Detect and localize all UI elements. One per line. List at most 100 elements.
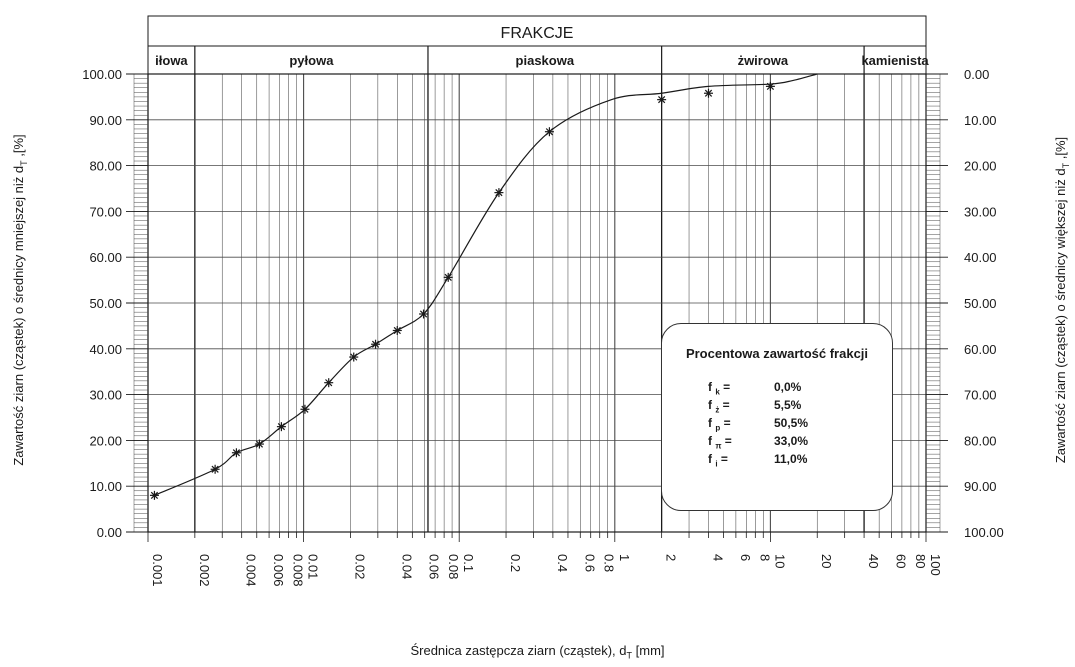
- y-tick-label-left: 70.00: [89, 204, 122, 219]
- data-point-marker: [371, 339, 381, 349]
- y-tick-label-left: 10.00: [89, 479, 122, 494]
- x-tick-label: 0.004: [244, 554, 259, 587]
- marker-stroke: [371, 340, 380, 348]
- y-tick-label-left: 80.00: [89, 159, 122, 174]
- x-tick-label: 10: [772, 554, 787, 568]
- marker-stroke: [704, 89, 713, 97]
- y-tick-label-right: 50.00: [964, 296, 997, 311]
- marker-stroke: [658, 96, 666, 104]
- x-tick-label: 0.01: [306, 554, 321, 579]
- x-tick-label: 60: [893, 554, 908, 568]
- data-point-marker: [544, 127, 554, 137]
- y-tick-label-right: 70.00: [964, 388, 997, 403]
- x-axis: 0.001 0.002 0.004 0.006 0.008 0.01 0.02 0.04 0.0…: [147, 532, 943, 587]
- fraction-label: żwirowa: [738, 53, 789, 68]
- info-row-value: 0,0%: [774, 380, 802, 394]
- x-tick-label: 0.8: [602, 554, 617, 572]
- marker-stroke: [419, 310, 428, 318]
- marker-stroke: [301, 405, 309, 413]
- info-row-value: 11,0%: [774, 452, 808, 466]
- data-point-marker: [419, 309, 429, 319]
- fraction-content-box: Procentowa zawartość frakcji f k = 0,0% …: [661, 323, 893, 511]
- data-point-marker: [254, 439, 264, 449]
- marker-stroke: [255, 440, 264, 448]
- marker-stroke: [495, 188, 503, 197]
- data-point-marker: [210, 464, 220, 474]
- x-tick-label: 0.2: [508, 554, 523, 572]
- header-frame: [147, 15, 927, 75]
- marker-stroke: [350, 353, 358, 361]
- x-axis-label: Średnica zastępcza ziarn (cząstek), dT […: [410, 643, 665, 661]
- y-tick-label-right: 0.00: [964, 67, 989, 82]
- data-point-marker: [324, 378, 334, 388]
- marker-stroke: [766, 82, 775, 90]
- fraction-label: pyłowa: [289, 53, 334, 68]
- y-tick-label-left: 20.00: [89, 433, 122, 448]
- x-tick-label: 0.006: [271, 554, 286, 587]
- marker-stroke: [545, 128, 554, 136]
- data-point-marker: [765, 81, 775, 91]
- y-tick-label-left: 100.00: [82, 67, 122, 82]
- data-point-marker: [392, 325, 402, 335]
- x-tick-label: 80: [913, 554, 928, 568]
- data-point-marker: [276, 422, 286, 432]
- series-layer: [149, 73, 818, 500]
- y-tick-label-left: 90.00: [89, 113, 122, 128]
- data-point-marker: [703, 88, 713, 98]
- x-tick-label: 0.4: [555, 554, 570, 572]
- marker-stroke: [393, 326, 401, 335]
- marker-stroke: [277, 423, 286, 431]
- x-tick-label: 8: [757, 554, 772, 561]
- info-row-value: 5,5%: [774, 398, 802, 412]
- y-tick-label-right: 30.00: [964, 204, 997, 219]
- y-tick-label-right: 80.00: [964, 433, 997, 448]
- marker-stroke: [444, 273, 452, 281]
- x-tick-label: 0.001: [150, 554, 165, 587]
- marker-stroke: [232, 449, 241, 457]
- fraction-label: iłowa: [155, 53, 188, 68]
- x-tick-label: 0.04: [399, 554, 414, 579]
- y-tick-label-left: 30.00: [89, 388, 122, 403]
- x-tick-label: 0.002: [197, 554, 212, 587]
- y-tick-label-right: 90.00: [964, 479, 997, 494]
- data-point-marker: [149, 490, 159, 500]
- info-row-symbol: f π =: [708, 434, 732, 451]
- data-point-marker: [657, 95, 667, 105]
- x-tick-label: 0.08: [446, 554, 461, 579]
- y-tick-label-right: 40.00: [964, 250, 997, 265]
- y-tick-label-right: 60.00: [964, 342, 997, 357]
- marker-stroke: [150, 491, 159, 499]
- data-point-marker: [349, 352, 359, 362]
- marker-stroke: [325, 379, 333, 387]
- y-tick-label-left: 40.00: [89, 342, 122, 357]
- x-tick-label: 6: [738, 554, 753, 561]
- marker-stroke: [211, 465, 219, 473]
- y-tick-label-left: 50.00: [89, 296, 122, 311]
- info-row-symbol: f ż =: [708, 398, 730, 415]
- data-point-marker: [231, 448, 241, 458]
- x-tick-label: 0.06: [427, 554, 442, 579]
- x-tick-label: 0.6: [582, 554, 597, 572]
- info-box-title: Procentowa zawartość frakcji: [685, 346, 869, 361]
- x-tick-label: 0.008: [291, 554, 306, 587]
- x-tick-label: 0.1: [461, 554, 476, 572]
- data-point-marker: [300, 404, 310, 414]
- right-y-axis: 100.00 90.00 80.00 70.00 60.00 50.00 40.00 30.0…: [926, 67, 1004, 540]
- data-point-marker: [494, 188, 504, 198]
- info-row-value: 50,5%: [774, 416, 809, 430]
- info-row-symbol: f i =: [708, 452, 728, 469]
- y-tick-label-right: 20.00: [964, 159, 997, 174]
- x-tick-label: 4: [710, 554, 725, 561]
- info-row-value: 33,0%: [774, 434, 809, 448]
- y-tick-label-right: 10.00: [964, 113, 997, 128]
- x-tick-label: 40: [866, 554, 881, 568]
- x-tick-label: 0.02: [352, 554, 367, 579]
- y-tick-label-left: 60.00: [89, 250, 122, 265]
- x-tick-label: 20: [819, 554, 834, 568]
- x-tick-label: 1: [617, 554, 632, 561]
- x-tick-label: 2: [664, 554, 679, 561]
- y-tick-label-left: 0.00: [97, 525, 122, 540]
- fractions-header: FRAKCJE iłowa pyłowa piaskowa żwirowa kamieni…: [147, 15, 929, 75]
- chart-title: FRAKCJE: [501, 25, 574, 42]
